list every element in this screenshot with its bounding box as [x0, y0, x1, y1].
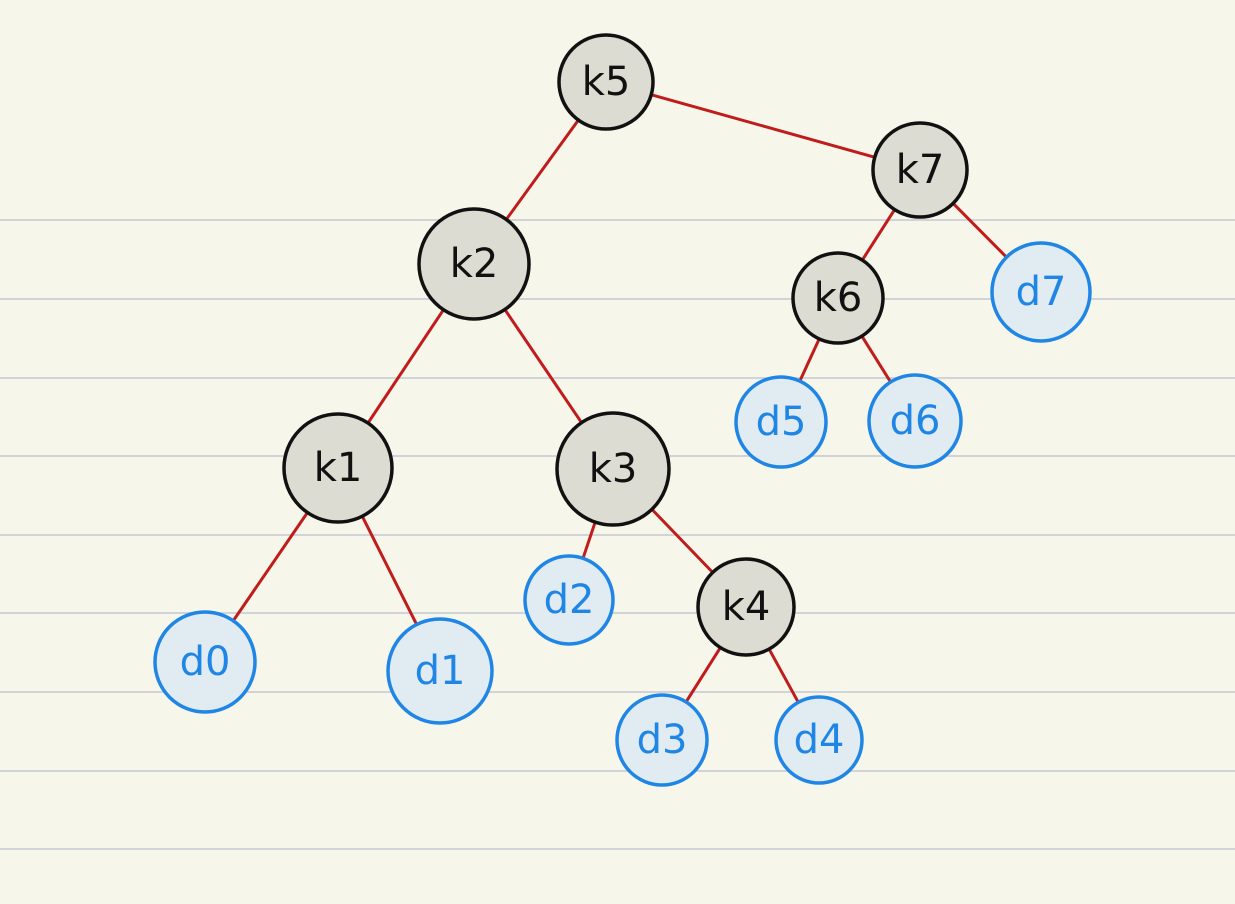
- edge-k7-k6: [859, 206, 898, 264]
- key-node-circle: [696, 557, 796, 657]
- dummy-node-circle: [153, 610, 257, 714]
- edge-k1-d0: [230, 509, 311, 624]
- dummy-node-circle: [990, 241, 1092, 343]
- key-node-circle: [871, 121, 969, 219]
- key-node-label: k3: [589, 446, 638, 492]
- dummy-node-d0: d0: [153, 610, 257, 714]
- edge-k5-k7: [647, 92, 879, 160]
- dummy-node-label: d4: [794, 717, 845, 763]
- dummy-node-d4: d4: [774, 695, 864, 785]
- dummy-node-circle: [615, 693, 709, 787]
- dummy-node-d6: d6: [867, 373, 963, 469]
- edge-k2-k3: [502, 306, 585, 426]
- dummy-node-label: d2: [544, 577, 595, 623]
- key-node-label: k6: [814, 275, 863, 321]
- dummy-node-label: d7: [1016, 269, 1067, 315]
- key-node-label: k7: [896, 147, 945, 193]
- dummy-node-d7: d7: [990, 241, 1092, 343]
- edge-k5-k2: [503, 116, 582, 223]
- dummy-node-label: d3: [637, 717, 688, 763]
- edge-k4-d4: [766, 645, 801, 706]
- key-node-label: k4: [722, 584, 771, 630]
- key-node-label: k2: [450, 241, 499, 287]
- dummy-node-label: d6: [890, 398, 941, 444]
- dummy-node-circle: [774, 695, 864, 785]
- dummy-node-d1: d1: [386, 617, 494, 725]
- key-node-circle: [791, 251, 885, 345]
- edge-k4-d3: [683, 644, 723, 706]
- key-node-k4: k4: [696, 557, 796, 657]
- key-node-label: k5: [582, 59, 631, 105]
- dummy-node-circle: [867, 373, 963, 469]
- dummy-node-label: d5: [756, 399, 807, 445]
- edge-k3-k4: [648, 506, 716, 576]
- dummy-node-d5: d5: [734, 375, 828, 469]
- edge-k6-d5: [797, 335, 822, 385]
- key-node-label: k1: [314, 445, 363, 491]
- edge-k1-d1: [359, 512, 420, 628]
- key-node-k1: k1: [282, 412, 394, 524]
- dummy-node-label: d1: [415, 648, 466, 694]
- key-node-k7: k7: [871, 121, 969, 219]
- key-node-circle: [557, 33, 655, 131]
- dummy-node-circle: [734, 375, 828, 469]
- tree-edges: [230, 92, 1010, 706]
- edge-k7-d7: [950, 200, 1010, 261]
- tree-nodes: k5 k7 k2 k6 k1 k3 k4 d0 d1 d2 d3 d4 d5 d6 d7: [153, 33, 1092, 787]
- key-node-circle: [282, 412, 394, 524]
- key-node-k2: k2: [417, 207, 531, 321]
- dummy-node-circle: [523, 554, 615, 646]
- dummy-node-circle: [386, 617, 494, 725]
- dummy-node-d3: d3: [615, 693, 709, 787]
- edge-k6-d6: [859, 332, 894, 386]
- dummy-node-label: d0: [180, 639, 231, 685]
- dummy-node-d2: d2: [523, 554, 615, 646]
- edge-k2-k1: [365, 306, 447, 427]
- key-node-k5: k5: [557, 33, 655, 131]
- edge-k3-d2: [580, 518, 598, 562]
- key-node-circle: [417, 207, 531, 321]
- key-node-circle: [555, 411, 671, 527]
- key-node-k6: k6: [791, 251, 885, 345]
- key-node-k3: k3: [555, 411, 671, 527]
